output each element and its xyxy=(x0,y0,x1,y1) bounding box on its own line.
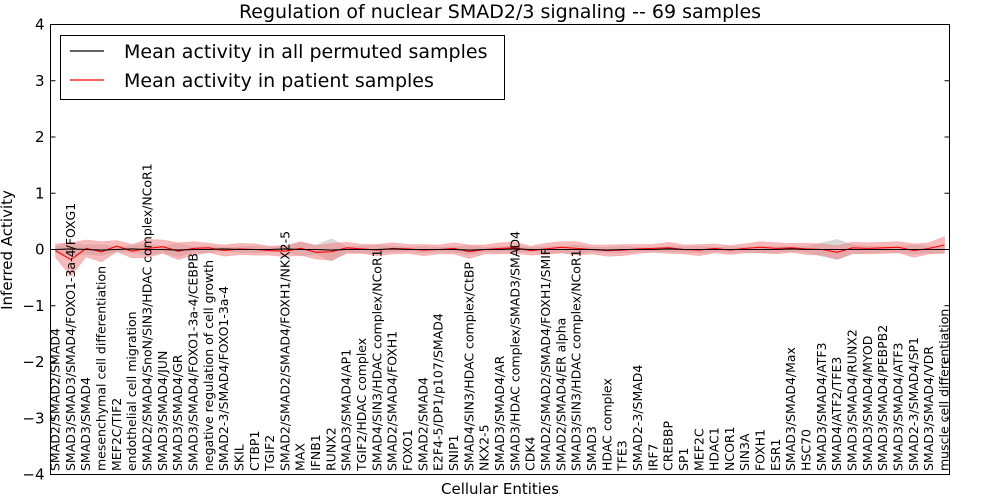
legend-box xyxy=(60,35,505,100)
category-label: HDAC1 xyxy=(707,427,722,471)
category-label: CREBBP xyxy=(661,421,676,471)
category-label: TFE3 xyxy=(615,440,630,472)
category-label: SMAD3/SMAD4/PEBPB2 xyxy=(875,325,890,471)
category-label: negative regulation of cell growth xyxy=(201,260,216,471)
category-label: CDK4 xyxy=(523,436,538,471)
category-label: SMAD2-3/SMAD4 xyxy=(630,365,645,471)
category-label: SMAD3/SMAD4/RUNX2 xyxy=(845,329,860,471)
category-label: RUNX2 xyxy=(323,427,338,471)
series-line-patient xyxy=(55,244,945,261)
category-label: E2F4-5/DP1/p107/SMAD4 xyxy=(431,313,446,471)
y-tick-label: 1 xyxy=(35,184,45,202)
y-tick-label: 0 xyxy=(35,241,45,259)
y-tick-label: 4 xyxy=(35,16,45,34)
category-label: muscle cell differentiation xyxy=(937,309,952,471)
y-tick-label: −1 xyxy=(22,297,44,315)
category-label: SMAD4/SIN3/HDAC complex/CtBP xyxy=(461,262,476,471)
patient-band xyxy=(55,236,945,277)
category-label: HDAC complex xyxy=(599,378,614,471)
category-label: SMAD2/SMAD4/SnoN/SIN3/HDAC complex/NCoR1 xyxy=(139,163,154,471)
category-label: SMAD4/ATF2/TFE3 xyxy=(829,357,844,471)
category-label: mesenchymal cell differentiation xyxy=(93,266,108,471)
category-label: ESR1 xyxy=(768,439,783,471)
category-label: SMAD2/SMAD4/FOXH1 xyxy=(385,331,400,471)
category-label: SMAD3/SMAD3/SMAD4/FOXO1-3a-4/FOXG1 xyxy=(63,203,78,471)
category-label-layer: SMAD2/SMAD2/SMAD4 SMAD3/SMAD3/SMAD4/FOXO1… xyxy=(48,163,952,472)
y-tick-label: −4 xyxy=(22,466,44,484)
category-label: TGIF2 xyxy=(262,435,277,472)
y-axis-label: Inferred Activity xyxy=(0,190,16,310)
category-label: SNIP1 xyxy=(446,435,461,471)
category-label: SMAD3/HDAC complex/SMAD3/SMAD4 xyxy=(507,231,522,471)
category-label: SMAD3/SMAD4/VDR xyxy=(921,346,936,471)
y-tick-label: −2 xyxy=(22,353,44,371)
category-label: NCOR1 xyxy=(722,426,737,471)
category-label: MEF2C xyxy=(691,428,706,471)
category-label: SMAD2/SMAD4/ER alpha xyxy=(553,318,568,471)
category-label: SMAD3/SIN3/HDAC complex/NCoR1 xyxy=(569,249,584,471)
category-label: SIN3A xyxy=(737,433,752,471)
category-label: MEF2C/TIF2 xyxy=(109,398,124,471)
category-label: HSC70 xyxy=(799,429,814,471)
legend-label-permuted: Mean activity in all permuted samples xyxy=(124,41,487,63)
category-label: SMAD2-3/SMAD4/FOXO1-3a-4 xyxy=(216,286,231,471)
chart-title: Regulation of nuclear SMAD2/3 signaling … xyxy=(239,1,761,23)
category-label: TGIF2/HDAC complex xyxy=(354,338,369,472)
series-line-permuted xyxy=(55,248,945,251)
category-label: IFNB1 xyxy=(308,434,323,471)
category-label: SMAD3/SMAD4/MYOD xyxy=(860,336,875,471)
category-label: SP1 xyxy=(676,448,691,471)
category-label: SKIL xyxy=(231,444,246,471)
y-tick-layer: −4 −3 −2 −1 0 1 2 3 4 xyxy=(22,16,950,484)
category-label: SMAD3/SMAD4/JUN xyxy=(155,351,170,471)
category-label: MAX xyxy=(293,443,308,471)
category-label: SMAD3/SMAD4/ATF3 xyxy=(814,343,829,471)
category-label: SMAD2/SMAD4 xyxy=(415,377,430,471)
category-label: NKX2-5 xyxy=(477,424,492,471)
category-label: SMAD3/SMAD4/ATF3 xyxy=(891,343,906,471)
band-layer xyxy=(55,236,945,277)
category-label: SMAD3 xyxy=(584,426,599,471)
category-label: SMAD2-3/SMAD4/SP1 xyxy=(906,337,921,471)
y-tick-label: 2 xyxy=(35,128,45,146)
y-tick-label: 3 xyxy=(35,72,45,90)
category-label: SMAD2/SMAD2/SMAD4 xyxy=(48,328,63,471)
category-label: IRF7 xyxy=(645,443,660,471)
category-label: FOXH1 xyxy=(753,429,768,471)
category-label: SMAD3/SMAD4 xyxy=(78,377,93,471)
y-tick-label: −3 xyxy=(22,409,44,427)
category-label: SMAD4/SIN3/HDAC complex/NCoR1 xyxy=(369,249,384,471)
category-label: FOXO1 xyxy=(400,429,415,471)
legend-label-patient: Mean activity in patient samples xyxy=(124,70,434,92)
legend: Mean activity in all permuted samples Me… xyxy=(60,35,505,100)
category-label: SMAD3/SMAD4/FOXO1-3a-4/CEBPB xyxy=(185,253,200,471)
category-label: SMAD3/SMAD4/AR xyxy=(492,355,507,471)
plot-frame xyxy=(50,24,950,475)
category-label: SMAD3/SMAD4/AP1 xyxy=(339,349,354,471)
category-label: SMAD3/SMAD4/GR xyxy=(170,354,185,471)
category-label: SMAD2/SMAD2/SMAD4/FOXH1/NKX2-5 xyxy=(277,231,292,471)
category-label: CTBP1 xyxy=(247,431,262,471)
category-label: SMAD3/SMAD4/Max xyxy=(783,347,798,471)
category-label: endothelial cell migration xyxy=(124,311,139,471)
line-layer xyxy=(55,244,945,261)
x-axis-label: Cellular Entities xyxy=(441,480,559,498)
category-label: SMAD2/SMAD2/SMAD4/FOXH1/SMIF xyxy=(538,248,553,471)
